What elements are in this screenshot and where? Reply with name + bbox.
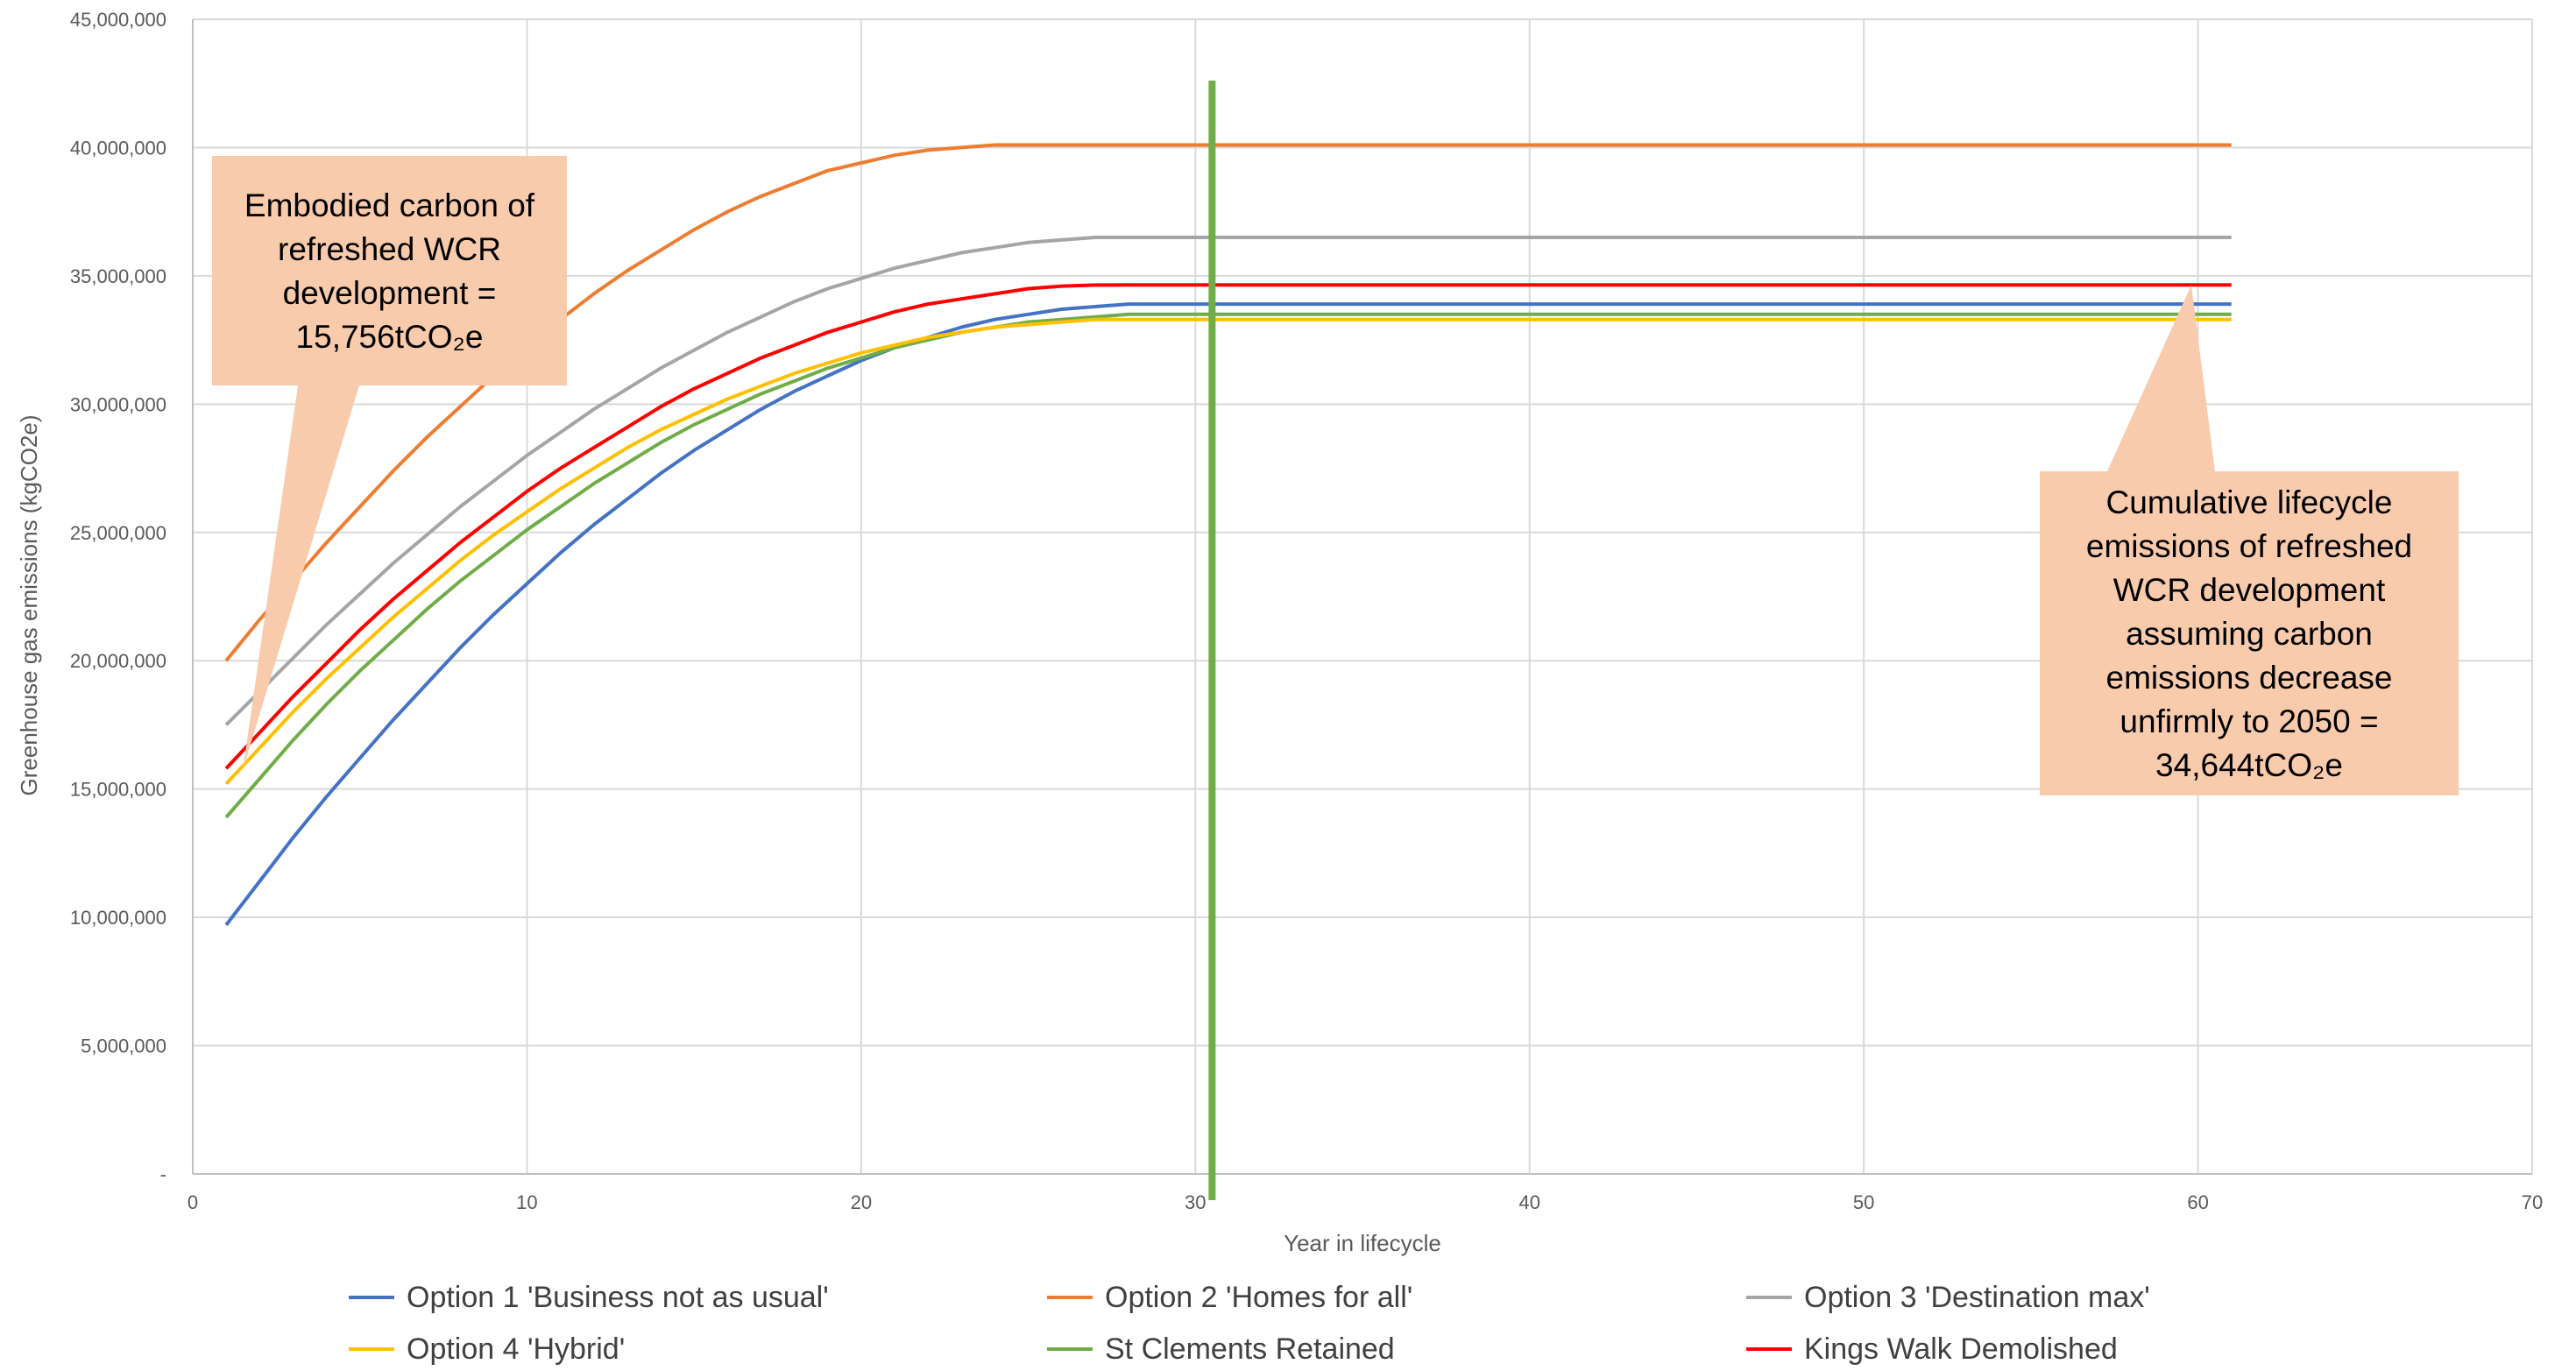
y-tick-label: 30,000,000 <box>70 393 166 415</box>
y-tick-label: 20,000,000 <box>70 650 166 672</box>
x-tick-label: 30 <box>1185 1191 1206 1213</box>
y-tick-label: 5,000,000 <box>81 1035 166 1057</box>
callout-box <box>212 156 567 385</box>
x-tick-label: 70 <box>2522 1191 2543 1213</box>
y-tick-label: 35,000,000 <box>70 265 166 287</box>
callout-text-line: emissions decrease <box>2106 660 2393 696</box>
callout-1: Embodied carbon of refreshed WCR developme… <box>212 156 567 770</box>
y-tick-label: 25,000,000 <box>70 522 166 544</box>
callout-text-line: WCR development <box>2113 572 2386 608</box>
callout-pointer <box>2107 285 2215 471</box>
legend-item-6: Kings Walk Demolished <box>1746 1332 2118 1366</box>
series-line-1 <box>224 302 2232 927</box>
y-tick-label: 10,000,000 <box>70 907 166 929</box>
legend-label: Option 4 'Hybrid' <box>407 1332 625 1366</box>
legend-label: Kings Walk Demolished <box>1804 1332 2118 1366</box>
axes: - 5,000,000 10,000,000 15,000,000 20,000,000… <box>70 9 2543 1213</box>
x-tick-label: 40 <box>1518 1191 1539 1213</box>
x-tick-label: 50 <box>1853 1191 1874 1213</box>
legend-item-4: Option 4 'Hybrid' <box>349 1332 625 1366</box>
callout-text-line: 34,644tCO₂e <box>2155 747 2343 783</box>
callout-2: Cumulative lifecycle emissions of refresh… <box>2040 285 2459 795</box>
callout-text-line: emissions of refreshed <box>2086 528 2412 564</box>
callout-pointer <box>243 385 359 770</box>
series-line-6 <box>224 283 2232 770</box>
y-axis-title: Greenhouse gas emissions (kgCO2e) <box>16 415 42 796</box>
series-line-3 <box>224 236 2232 726</box>
callout-text-line: 15,756tCO₂e <box>296 319 484 355</box>
legend-label: Option 1 'Business not as usual' <box>407 1281 829 1314</box>
legend-item-5: St Clements Retained <box>1047 1332 1395 1366</box>
y-tick-label: - <box>160 1163 166 1185</box>
legend-item-3: Option 3 'Destination max' <box>1746 1281 2150 1314</box>
series-lines <box>224 143 2232 927</box>
legend-label: St Clements Retained <box>1105 1332 1395 1366</box>
callout-text-line: unfirmly to 2050 = <box>2120 703 2378 739</box>
y-tick-label: 15,000,000 <box>70 779 166 801</box>
legend-label: Option 2 'Homes for all' <box>1105 1281 1412 1314</box>
callout-text-line: refreshed WCR <box>278 231 501 267</box>
y-tick-label: 40,000,000 <box>70 137 166 159</box>
callout-box <box>2040 471 2459 795</box>
callout-text-line: assuming carbon <box>2126 616 2373 652</box>
legend: Option 1 'Business not as usual' Option 2… <box>349 1281 2150 1366</box>
callout-text-line: Embodied carbon of <box>244 187 535 223</box>
y-tick-label: 45,000,000 <box>70 9 166 31</box>
legend-item-1: Option 1 'Business not as usual' <box>349 1281 829 1314</box>
series-line-5 <box>224 312 2232 819</box>
callouts: Embodied carbon of refreshed WCR developme… <box>212 156 2459 795</box>
series-line-4 <box>224 317 2232 786</box>
callout-text-line: development = <box>283 275 497 311</box>
x-tick-label: 60 <box>2187 1191 2208 1213</box>
x-tick-label: 20 <box>851 1191 872 1213</box>
x-axis-title: Year in lifecycle <box>1284 1230 1441 1256</box>
legend-label: Option 3 'Destination max' <box>1804 1281 2150 1314</box>
x-tick-label: 0 <box>188 1191 198 1213</box>
x-tick-label: 10 <box>516 1191 537 1213</box>
legend-item-2: Option 2 'Homes for all' <box>1047 1281 1412 1314</box>
callout-text-line: Cumulative lifecycle <box>2106 484 2393 520</box>
